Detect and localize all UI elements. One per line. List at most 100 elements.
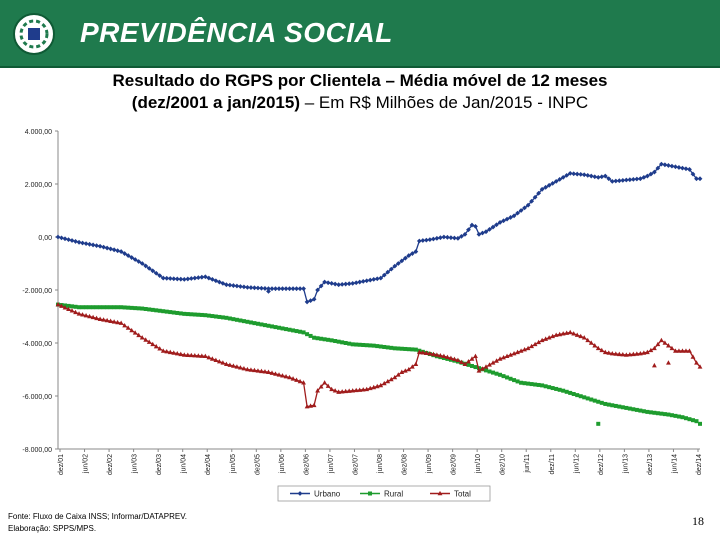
data-point-urbano	[241, 284, 247, 290]
data-point-urbano	[69, 238, 75, 243]
data-point-urbano	[687, 167, 692, 172]
data-point-urbano	[616, 178, 622, 184]
data-point-urbano	[259, 285, 264, 291]
data-point-total	[360, 387, 366, 392]
data-point-total	[248, 367, 254, 372]
data-point-urbano	[395, 261, 401, 266]
data-point-total	[202, 353, 208, 359]
data-point-rural	[676, 414, 681, 419]
data-point-total	[97, 316, 103, 321]
data-point-rural	[178, 311, 183, 316]
data-point-urbano	[262, 286, 268, 291]
data-point-rural	[262, 323, 267, 328]
data-point-rural	[389, 345, 394, 350]
data-point-total	[532, 341, 538, 347]
data-point-urbano	[364, 278, 370, 284]
data-point-rural	[666, 412, 671, 417]
data-point-urbano	[216, 279, 222, 285]
data-point-rural	[175, 310, 180, 315]
data-point-rural	[129, 305, 134, 310]
data-point-total	[329, 386, 335, 392]
data-point-total	[83, 313, 89, 318]
data-point-rural	[641, 409, 646, 414]
data-point-urbano	[59, 235, 64, 241]
data-point-total	[269, 370, 275, 375]
data-point-total	[623, 352, 629, 357]
data-point-rural	[554, 386, 559, 391]
data-point-rural	[617, 404, 622, 409]
data-point-rural	[403, 346, 408, 351]
data-point-total	[466, 358, 471, 364]
data-point-rural	[154, 308, 159, 313]
data-point-total	[188, 352, 194, 358]
data-point-total	[266, 369, 271, 374]
data-point-total	[213, 357, 219, 363]
data-point-total	[255, 368, 261, 373]
data-point-rural	[80, 305, 85, 310]
data-point-urbano	[273, 286, 278, 292]
data-point-total	[427, 351, 433, 356]
data-point-total	[385, 378, 391, 384]
data-point-total	[139, 335, 145, 340]
data-point-urbano	[332, 281, 338, 287]
data-point-rural	[315, 336, 320, 341]
data-point-rural	[494, 371, 499, 376]
data-point-rural	[624, 405, 629, 410]
data-point-rural	[690, 418, 695, 423]
data-point-rural	[77, 305, 82, 310]
data-point-total	[416, 349, 422, 355]
data-point-urbano	[525, 202, 531, 208]
legend-box	[277, 485, 491, 502]
data-point-rural	[252, 321, 257, 326]
data-point-total	[680, 348, 685, 353]
data-point-total	[80, 312, 85, 317]
data-point-urbano	[434, 235, 440, 241]
data-point-urbano	[209, 277, 215, 282]
data-point-urbano	[80, 240, 85, 246]
data-point-rural	[599, 400, 604, 405]
data-point-urbano	[269, 286, 275, 292]
data-point-total	[455, 357, 461, 363]
data-point-total	[585, 337, 591, 343]
x-tick-label: dez/07	[352, 454, 359, 475]
data-point-total	[602, 349, 608, 355]
data-point-urbano	[497, 220, 503, 225]
data-point-total	[399, 369, 405, 374]
data-point-urbano	[227, 282, 233, 288]
data-point-total	[343, 388, 349, 394]
chart-title-line1: Resultado do RGPS por Clientela – Média …	[112, 71, 608, 90]
legend-marker-rural	[368, 491, 372, 496]
data-point-urbano	[329, 280, 335, 286]
x-tick-label: dez/11	[549, 454, 556, 475]
x-tick-label: dez/09	[451, 454, 458, 475]
data-point-rural	[368, 343, 373, 348]
data-point-rural	[87, 305, 92, 310]
data-point-rural	[220, 315, 225, 320]
data-point-urbano	[469, 222, 475, 228]
data-point-urbano	[234, 283, 240, 289]
data-point-urbano	[392, 263, 398, 269]
data-point-total	[287, 374, 292, 380]
data-point-total	[157, 346, 163, 351]
data-point-urbano	[666, 163, 671, 168]
data-point-rural	[333, 339, 338, 344]
data-point-urbano	[441, 234, 447, 240]
data-point-total	[115, 319, 121, 325]
x-tick-label: dez/03	[156, 454, 163, 475]
x-tick-label: jun/14	[671, 454, 678, 474]
data-point-total	[350, 388, 356, 393]
data-point-total	[501, 354, 506, 360]
data-point-urbano	[578, 171, 584, 177]
data-point-urbano	[504, 216, 510, 222]
data-point-urbano	[536, 190, 542, 196]
data-point-total	[599, 347, 605, 353]
data-point-rural	[378, 344, 383, 349]
data-point-rural	[224, 315, 229, 320]
data-point-urbano	[146, 265, 152, 271]
data-point-total	[546, 335, 552, 340]
data-point-urbano	[150, 268, 156, 274]
data-point-urbano	[339, 281, 345, 287]
data-point-total	[153, 343, 159, 349]
data-point-rural	[161, 309, 166, 314]
data-point-urbano	[160, 275, 166, 281]
